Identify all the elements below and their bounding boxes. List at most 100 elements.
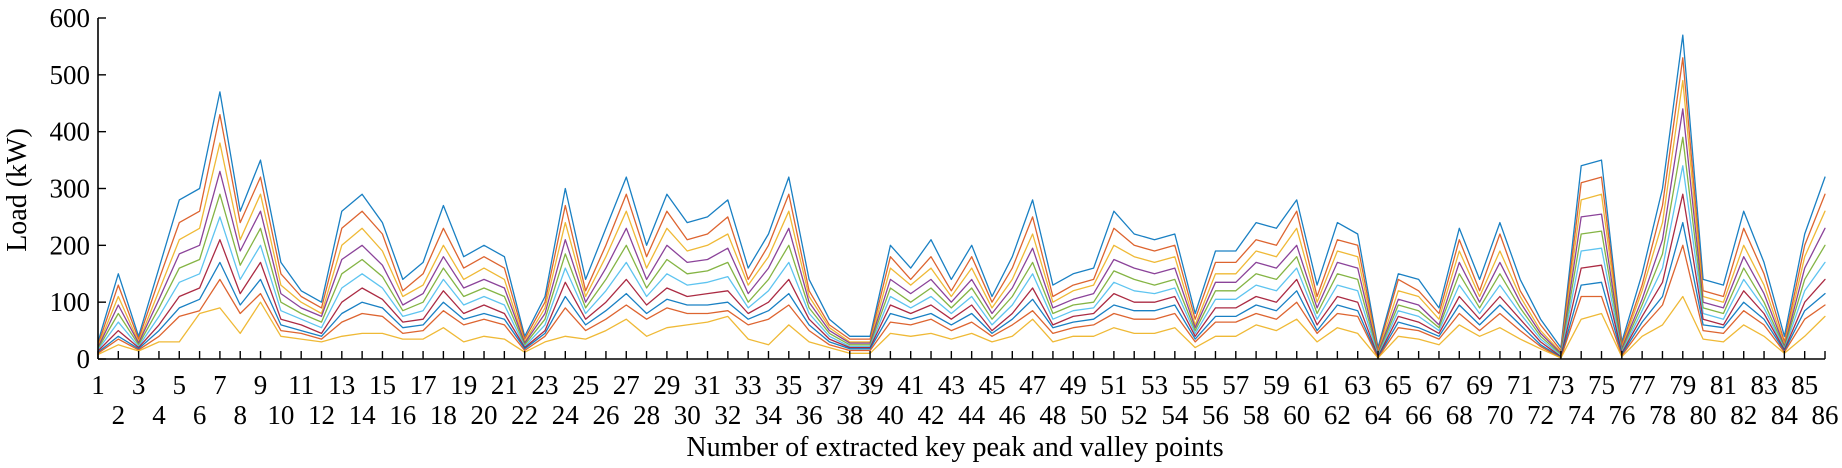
x-tick-label: 48 [1039, 400, 1066, 430]
x-tick-label: 15 [369, 370, 396, 400]
x-tick-label: 13 [328, 370, 355, 400]
y-tick-label: 600 [50, 3, 91, 33]
x-tick-label: 11 [288, 370, 314, 400]
x-tick-label: 55 [1182, 370, 1209, 400]
series-line [97, 193, 1826, 358]
x-tick-label: 56 [1202, 400, 1229, 430]
x-tick-label: 85 [1791, 370, 1818, 400]
x-tick-label: 18 [430, 400, 457, 430]
x-tick-label: 53 [1141, 370, 1168, 400]
x-tick-label: 54 [1161, 400, 1189, 430]
x-tick-label: 39 [857, 370, 884, 400]
x-tick-label: 20 [471, 400, 498, 430]
x-tick-label: 26 [592, 400, 619, 430]
x-tick-label: 30 [674, 400, 701, 430]
x-tick-label: 3 [132, 370, 146, 400]
x-tick-label: 82 [1730, 400, 1757, 430]
series-line [97, 221, 1826, 358]
series-lines [97, 34, 1826, 359]
x-tick-label: 84 [1771, 400, 1799, 430]
x-tick-label: 23 [531, 370, 558, 400]
x-tick-label: 32 [714, 400, 741, 430]
x-tick-label: 24 [552, 400, 580, 430]
x-tick-label: 79 [1669, 370, 1696, 400]
series-line [97, 57, 1826, 352]
x-tick-label: 59 [1263, 370, 1290, 400]
y-tick-label: 0 [77, 344, 91, 374]
x-tick-label: 33 [735, 370, 762, 400]
series-line [97, 79, 1826, 353]
x-tick-label: 27 [613, 370, 640, 400]
x-tick-label: 76 [1608, 400, 1635, 430]
x-tick-label: 44 [958, 400, 986, 430]
y-tick-label: 100 [50, 287, 91, 317]
series-line [97, 34, 1826, 349]
x-tick-label: 74 [1568, 400, 1596, 430]
x-tick-label: 41 [897, 370, 924, 400]
x-tick-label: 35 [775, 370, 802, 400]
x-tick-label: 86 [1812, 400, 1839, 430]
x-tick-label: 29 [653, 370, 680, 400]
x-tick-label: 36 [796, 400, 823, 430]
x-tick-label: 2 [112, 400, 126, 430]
x-tick-label: 81 [1710, 370, 1737, 400]
x-tick-label: 31 [694, 370, 721, 400]
y-tick-label: 400 [50, 117, 91, 147]
x-tick-label: 60 [1283, 400, 1310, 430]
x-tick-label: 51 [1100, 370, 1127, 400]
x-tick-label: 62 [1324, 400, 1351, 430]
x-tick-label: 52 [1121, 400, 1148, 430]
y-ticks: 0 100 200 300 400 500 600 [50, 3, 106, 374]
x-tick-label: 72 [1527, 400, 1554, 430]
series-line [97, 108, 1826, 354]
x-tick-label: 17 [410, 370, 437, 400]
x-tick-label: 69 [1466, 370, 1493, 400]
x-ticks: 1234567891011121314151617181920212223242… [91, 351, 1839, 430]
x-tick-label: 37 [816, 370, 843, 400]
x-tick-label: 46 [999, 400, 1026, 430]
x-tick-label: 21 [491, 370, 518, 400]
x-tick-label: 70 [1486, 400, 1513, 430]
x-tick-label: 66 [1405, 400, 1432, 430]
x-tick-label: 40 [877, 400, 904, 430]
x-tick-label: 71 [1507, 370, 1534, 400]
x-tick-label: 25 [572, 370, 599, 400]
x-tick-label: 58 [1243, 400, 1270, 430]
x-tick-label: 61 [1304, 370, 1331, 400]
x-tick-label: 42 [918, 400, 945, 430]
series-line [97, 136, 1826, 356]
series-line [97, 295, 1826, 359]
x-tick-label: 19 [450, 370, 477, 400]
x-tick-label: 77 [1629, 370, 1656, 400]
x-tick-label: 14 [349, 400, 377, 430]
x-tick-label: 38 [836, 400, 863, 430]
x-tick-label: 4 [152, 400, 166, 430]
x-tick-label: 75 [1588, 370, 1615, 400]
x-tick-label: 10 [267, 400, 294, 430]
x-tick-label: 6 [193, 400, 207, 430]
x-tick-label: 80 [1690, 400, 1717, 430]
y-tick-label: 300 [50, 174, 91, 204]
x-tick-label: 67 [1425, 370, 1452, 400]
x-tick-label: 47 [1019, 370, 1046, 400]
x-tick-label: 5 [173, 370, 187, 400]
x-tick-label: 7 [213, 370, 227, 400]
x-tick-label: 50 [1080, 400, 1107, 430]
x-tick-label: 16 [389, 400, 416, 430]
x-tick-label: 78 [1649, 400, 1676, 430]
x-tick-label: 73 [1547, 370, 1574, 400]
y-axis-title: Load (kW) [2, 128, 33, 252]
x-tick-label: 65 [1385, 370, 1412, 400]
series-line [97, 244, 1826, 359]
x-tick-label: 45 [978, 370, 1005, 400]
x-tick-label: 43 [938, 370, 965, 400]
x-tick-label: 28 [633, 400, 660, 430]
x-tick-label: 1 [91, 370, 105, 400]
x-tick-label: 63 [1344, 370, 1371, 400]
y-tick-label: 200 [50, 230, 91, 260]
x-tick-label: 12 [308, 400, 335, 430]
x-tick-label: 57 [1222, 370, 1249, 400]
x-tick-label: 34 [755, 400, 783, 430]
x-tick-label: 49 [1060, 370, 1087, 400]
